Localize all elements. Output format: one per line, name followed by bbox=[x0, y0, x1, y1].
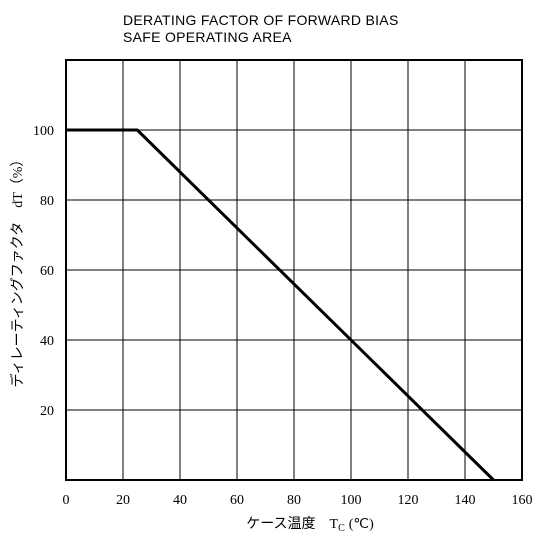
x-tick-label-6: 120 bbox=[398, 493, 419, 508]
y-tick-label-4: 100 bbox=[33, 124, 54, 139]
x-tick-label-4: 80 bbox=[287, 493, 301, 508]
x-tick-label-1: 20 bbox=[116, 493, 130, 508]
x-tick-label-3: 60 bbox=[230, 493, 244, 508]
x-axis-label: ケース温度 TC (℃) bbox=[246, 516, 374, 534]
x-tick-label-7: 140 bbox=[455, 493, 476, 508]
y-tick-labels: 20 40 60 80 100 bbox=[33, 124, 54, 419]
y-tick-label-0: 20 bbox=[40, 404, 54, 419]
y-tick-label-1: 40 bbox=[40, 334, 54, 349]
grid bbox=[66, 60, 522, 480]
y-tick-label-3: 80 bbox=[40, 194, 54, 209]
x-tick-label-2: 40 bbox=[173, 493, 187, 508]
series-line-0 bbox=[66, 128, 495, 482]
x-tick-label-5: 100 bbox=[341, 493, 362, 508]
chart-title-line-2: SAFE OPERATING AREA bbox=[123, 29, 292, 45]
x-axis-label-text: ケース温度 T bbox=[246, 516, 338, 532]
plot-frame bbox=[65, 59, 523, 481]
y-axis-label: ディレーティングファクタ dT（%） bbox=[9, 153, 26, 388]
x-axis-label-unit: (℃) bbox=[349, 517, 374, 532]
chart-title-line-1: DERATING FACTOR OF FORWARD BIAS bbox=[123, 12, 399, 28]
x-axis-label-subscript: C bbox=[338, 523, 345, 534]
series-layer bbox=[66, 128, 495, 482]
x-tick-label-0: 0 bbox=[63, 493, 70, 508]
y-tick-label-2: 60 bbox=[40, 264, 54, 279]
x-tick-labels: 0 20 40 60 80 100 120 140 160 bbox=[63, 493, 533, 508]
x-tick-label-8: 160 bbox=[512, 493, 533, 508]
